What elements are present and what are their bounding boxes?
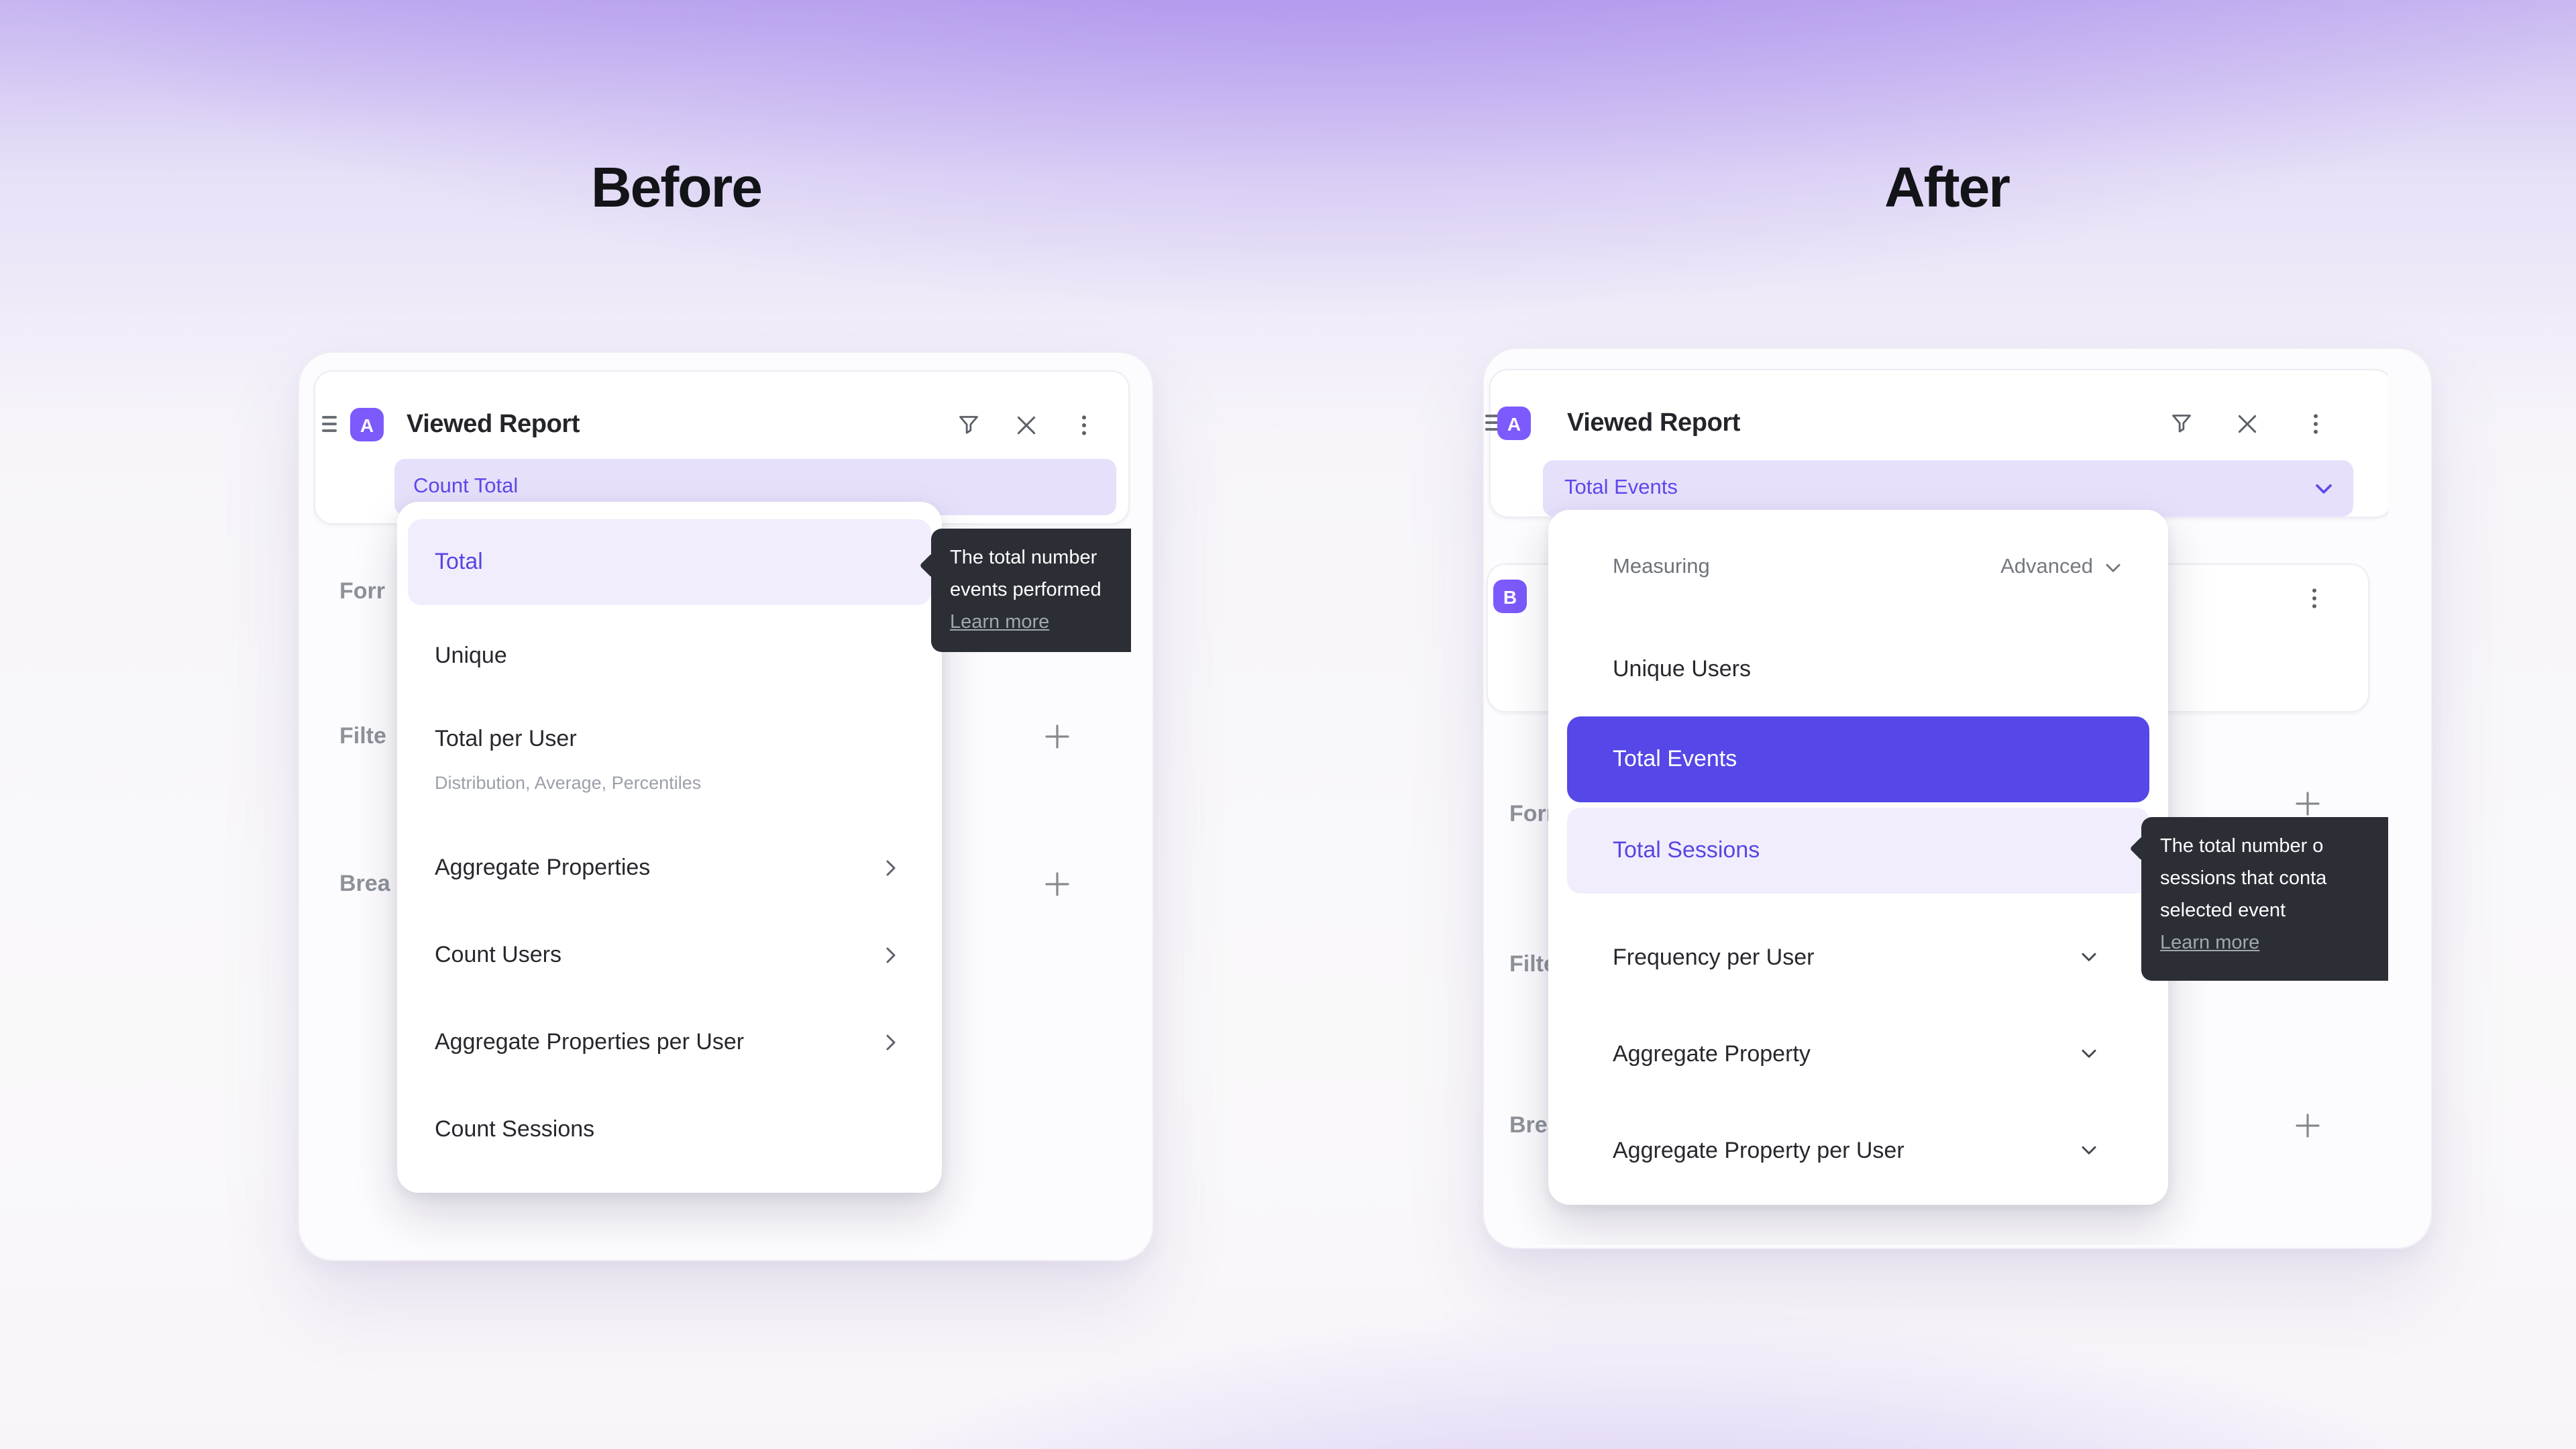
menu-item-count-users[interactable]: Count Users (435, 942, 561, 967)
menu-item-unique[interactable]: Unique (435, 643, 507, 668)
event-badge-a: A (1497, 407, 1531, 440)
chevron-down-icon (2077, 1138, 2104, 1165)
plus-icon[interactable] (2293, 789, 2322, 818)
chevron-right-icon (877, 942, 904, 969)
chevron-down-icon[interactable] (2101, 555, 2128, 582)
formula-row-label: Forr (1509, 801, 1555, 826)
measuring-dropdown: Measuring Advanced Unique Users Total Ev… (1548, 510, 2168, 1205)
kebab-menu-icon[interactable] (1071, 412, 1097, 439)
close-icon[interactable] (1013, 412, 1040, 439)
menu-item-subtitle: Distribution, Average, Percentiles (435, 773, 702, 793)
chevron-down-icon (2310, 475, 2337, 502)
metric-selector[interactable]: Total Events (1543, 460, 2353, 517)
advanced-mode-selector[interactable]: Advanced (2000, 555, 2093, 578)
after-heading: After (1884, 156, 2010, 219)
breakdown-row-label: Brea (339, 871, 390, 896)
total-tooltip: [data-name="total-tooltip"]::before{top:… (931, 529, 1131, 652)
total-sessions-tooltip: [data-name="total-sessions-tooltip"]::be… (2141, 817, 2388, 981)
chevron-right-icon (877, 855, 904, 881)
before-screenshot-area: A Viewed Report Count Total Forr Filte B… (301, 356, 1131, 1257)
metric-selector-label: Total Events (1564, 476, 1678, 499)
drag-handle-icon[interactable] (1485, 415, 1500, 431)
after-report-card: A Viewed Report Total Events (1485, 369, 2388, 518)
event-badge-b: B (1493, 580, 1527, 613)
kebab-menu-icon[interactable] (2301, 585, 2328, 612)
chevron-right-icon (877, 1029, 904, 1056)
event-title: Viewed Report (407, 411, 580, 439)
menu-item-total-sessions[interactable]: Total Sessions (1567, 808, 2149, 894)
filter-row-label: Filte (339, 723, 386, 749)
close-icon[interactable] (2234, 411, 2261, 437)
before-panel: A Viewed Report Count Total Forr Filte B… (298, 352, 1154, 1261)
menu-item-total[interactable]: Total (408, 519, 931, 605)
event-badge-a: A (350, 408, 384, 441)
measuring-label: Measuring (1613, 555, 1710, 578)
learn-more-link[interactable]: Learn more (2160, 932, 2260, 954)
plus-icon[interactable] (2293, 1111, 2322, 1140)
menu-item-frequency-per-user[interactable]: Frequency per User (1613, 945, 1815, 970)
chevron-down-icon (2077, 1041, 2104, 1068)
menu-item-aggregate-property-per-user[interactable]: Aggregate Property per User (1613, 1138, 1904, 1163)
before-heading: Before (590, 156, 763, 219)
menu-item-aggregate-properties[interactable]: Aggregate Properties (435, 855, 651, 880)
menu-item-count-sessions[interactable]: Count Sessions (435, 1116, 595, 1142)
filter-funnel-icon[interactable] (2168, 411, 2195, 437)
event-title: Viewed Report (1567, 409, 1741, 437)
plus-icon[interactable] (1042, 722, 1072, 751)
menu-item-aggregate-properties-per-user[interactable]: Aggregate Properties per User (435, 1029, 745, 1055)
measurement-dropdown: Total Unique Total per User Distribution… (397, 502, 942, 1193)
formula-row-label: Forr (339, 578, 385, 604)
menu-item-unique-users[interactable]: Unique Users (1613, 656, 1751, 682)
learn-more-link[interactable]: Learn more (950, 612, 1050, 633)
menu-item-total-events[interactable]: Total Events (1567, 716, 2149, 802)
menu-item-aggregate-property[interactable]: Aggregate Property (1613, 1041, 1811, 1067)
menu-item-total-per-user[interactable]: Total per User (435, 726, 577, 751)
after-screenshot-area: A Viewed Report Total Events (1484, 352, 2388, 1245)
drag-handle-icon[interactable] (322, 416, 337, 432)
chevron-down-icon (2077, 945, 2104, 971)
after-panel: A Viewed Report Total Events (1483, 347, 2432, 1249)
metric-selector-label: Count Total (413, 475, 519, 498)
filter-funnel-icon[interactable] (955, 412, 982, 439)
kebab-menu-icon[interactable] (2302, 411, 2329, 437)
plus-icon[interactable] (1042, 869, 1072, 899)
